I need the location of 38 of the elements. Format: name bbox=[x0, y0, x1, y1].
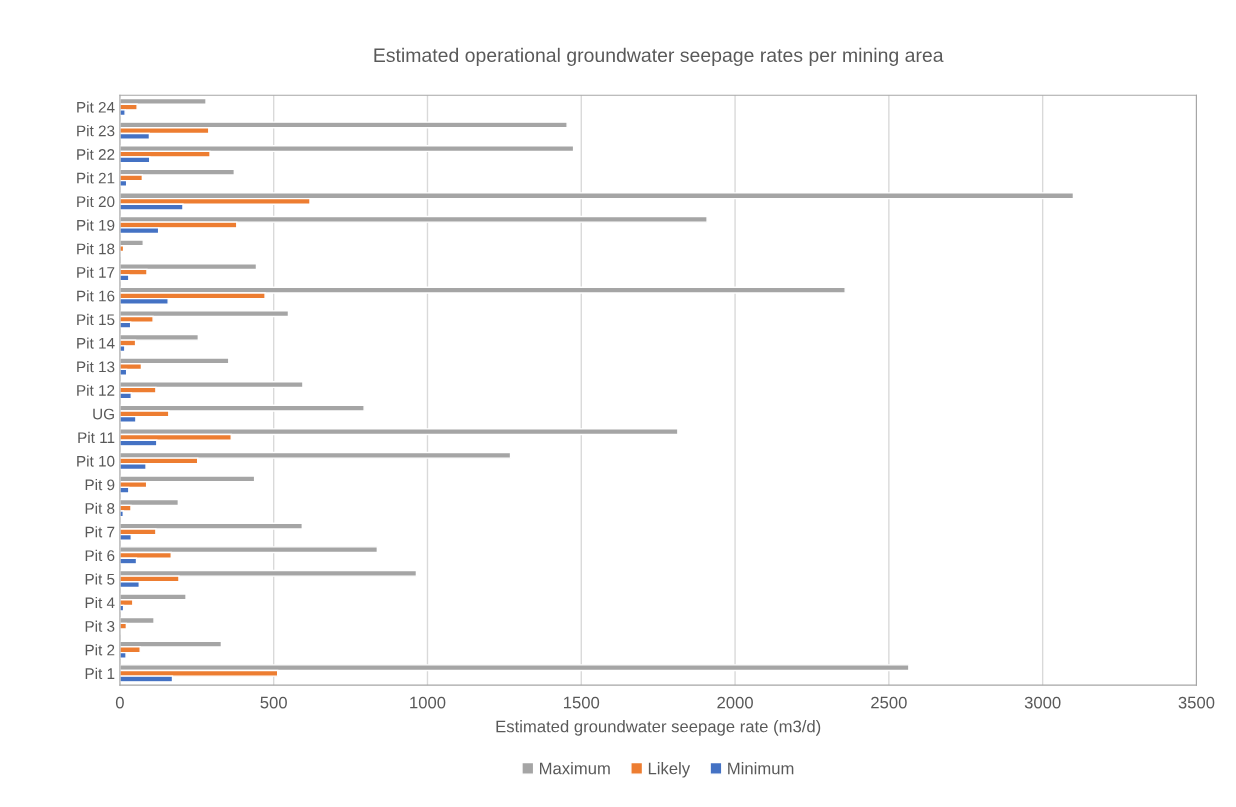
x-tick-label: 500 bbox=[260, 696, 287, 709]
y-tick-label: Pit 14 bbox=[77, 337, 115, 349]
y-tick-label: Pit 4 bbox=[85, 597, 115, 609]
y-tick-label: Pit 12 bbox=[77, 384, 115, 396]
y-tick-label: Pit 16 bbox=[77, 290, 115, 302]
y-tick-label: Pit 9 bbox=[85, 479, 115, 491]
legend-label: Maximum bbox=[539, 762, 610, 775]
legend-label: Likely bbox=[648, 762, 691, 778]
y-tick-label: Pit 21 bbox=[77, 172, 115, 184]
y-tick-label: Pit 24 bbox=[77, 101, 115, 113]
y-tick-label: Pit 18 bbox=[77, 243, 115, 255]
x-tick-label: 3500 bbox=[1178, 696, 1215, 709]
x-tick-label: 0 bbox=[115, 696, 124, 709]
y-tick-label: Pit 6 bbox=[85, 549, 115, 562]
y-tick-label: Pit 10 bbox=[77, 455, 115, 467]
y-tick-label: UG bbox=[93, 408, 114, 420]
y-tick-label: Pit 11 bbox=[78, 431, 115, 444]
x-tick-label: 1000 bbox=[410, 696, 446, 709]
x-tick-label: 2500 bbox=[871, 696, 907, 709]
x-tick-label: 1500 bbox=[564, 696, 600, 709]
x-tick-label: 3000 bbox=[1024, 696, 1061, 709]
y-tick-label: Pit 3 bbox=[85, 620, 115, 632]
chart-title: Estimated operational groundwater seepage rates per mining area bbox=[374, 47, 944, 66]
y-tick-label: Pit 20 bbox=[77, 195, 115, 208]
y-tick-label: Pit 5 bbox=[85, 573, 115, 585]
x-axis-title: Estimated groundwater seepage rate (m3/d) bbox=[496, 720, 821, 736]
y-tick-label: Pit 7 bbox=[85, 526, 115, 538]
y-tick-label: Pit 1 bbox=[85, 667, 115, 679]
y-tick-label: Pit 8 bbox=[85, 502, 115, 514]
x-tick-label: 2000 bbox=[717, 696, 753, 709]
y-tick-label: Pit 19 bbox=[77, 219, 115, 231]
y-tick-label: Pit 17 bbox=[77, 266, 115, 278]
y-tick-label: Pit 13 bbox=[77, 361, 115, 373]
y-tick-label: Pit 15 bbox=[77, 313, 115, 326]
y-tick-label: Pit 22 bbox=[77, 148, 115, 160]
y-tick-label: Pit 23 bbox=[77, 125, 115, 137]
legend-label: Minimum bbox=[728, 762, 794, 775]
y-tick-label: Pit 2 bbox=[85, 644, 115, 656]
